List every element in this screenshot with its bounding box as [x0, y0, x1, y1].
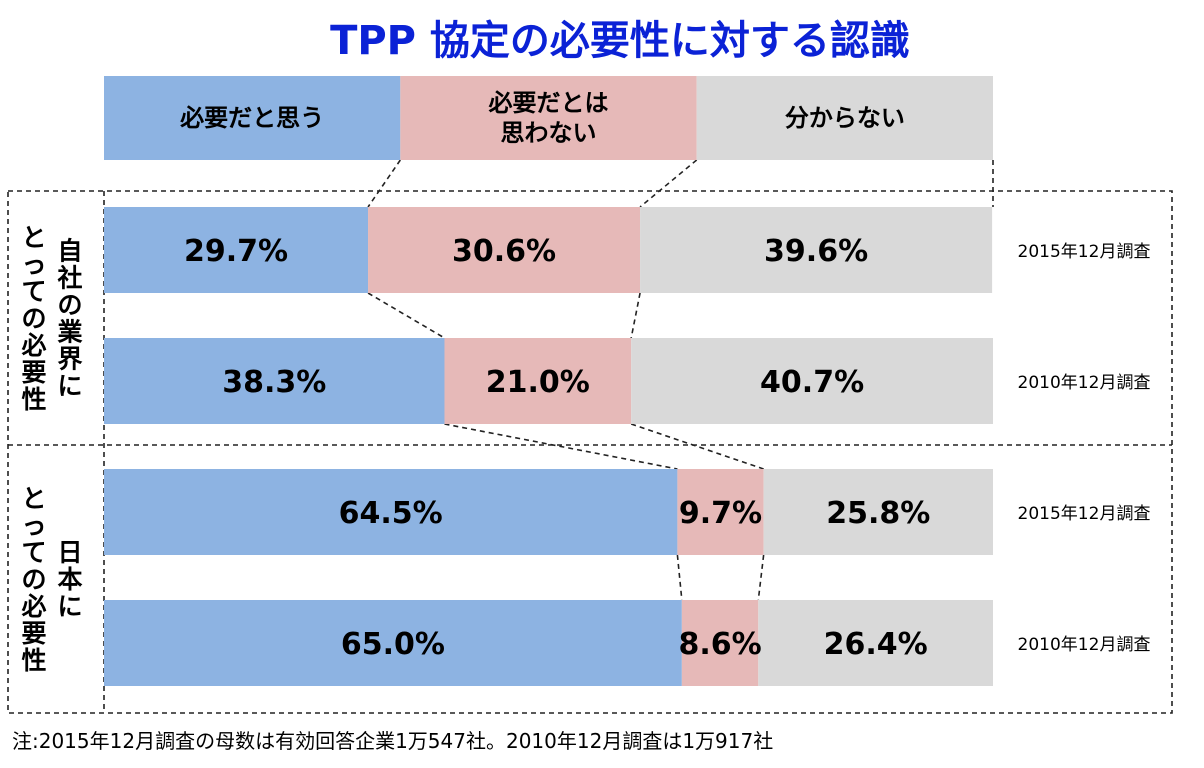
group-label-char: 要 [21, 358, 46, 387]
row-label: 2010年12月調査 [1018, 635, 1151, 655]
bar-area [104, 207, 993, 686]
bar-segment [444, 338, 632, 424]
connector-line [630, 423, 764, 470]
group-label-char: に [57, 592, 82, 621]
bar-segment [763, 469, 993, 555]
group-label-char: と [21, 484, 46, 513]
connector-line [639, 159, 698, 208]
data-label: 39.6% [764, 234, 868, 269]
connector-lines [367, 159, 994, 601]
legend-swatch-3 [696, 76, 993, 160]
group-label-char: 日 [57, 538, 82, 567]
group-label-char: っ [21, 511, 46, 540]
group-label-char: 業 [57, 318, 82, 347]
group-label-char: 自 [57, 237, 82, 266]
data-label: 65.0% [341, 627, 445, 662]
data-label: 9.7% [679, 496, 762, 531]
bar-segment [104, 600, 682, 686]
group-label-char: 性 [21, 646, 46, 675]
connector-line [367, 159, 401, 208]
bar-segment [104, 207, 369, 293]
connector-line [630, 292, 641, 339]
group-label-char: 必 [21, 331, 46, 360]
bar-segment [758, 600, 993, 686]
group-label-char: 性 [21, 385, 46, 414]
connector-line [676, 554, 683, 601]
row-label: 2015年12月調査 [1018, 242, 1151, 262]
chart-note: 注:2015年12月調査の母数は有効回答企業1万547社。2010年12月調査は… [12, 729, 773, 753]
data-label: 21.0% [486, 365, 590, 400]
legend-label-1: 必要だと思う [180, 104, 324, 132]
data-label: 25.8% [826, 496, 930, 531]
legend-swatch-2 [400, 76, 697, 160]
group-label-char: て [21, 277, 46, 306]
data-label: 38.3% [222, 365, 326, 400]
connector-line [757, 554, 765, 601]
data-label: 29.7% [184, 234, 288, 269]
group-label-char: 界 [57, 345, 82, 374]
group-label-char: 社 [57, 264, 82, 293]
data-label: 26.4% [824, 627, 928, 662]
bar-segment [681, 600, 759, 686]
group-label-char: 要 [21, 619, 46, 648]
data-label: 8.6% [678, 627, 761, 662]
legend-label-2: 思わない [501, 119, 597, 147]
legend-label-2: 必要だとは [489, 89, 609, 117]
legend-swatch-1 [104, 76, 401, 160]
bar-segment [104, 338, 445, 424]
data-label: 64.5% [339, 496, 443, 531]
bar-segment [631, 338, 993, 424]
group-label-char: の [21, 304, 46, 333]
group-label-char: の [57, 291, 82, 320]
group-label-char: 必 [21, 592, 46, 621]
group-label-char: の [21, 565, 46, 594]
bar-segment [104, 469, 678, 555]
bar-segment [640, 207, 993, 293]
legend-label-3: 分からない [785, 104, 905, 132]
connector-line [367, 292, 445, 339]
bar-segment [677, 469, 764, 555]
group-frame-outer [7, 190, 1173, 714]
group-label-char: に [57, 372, 82, 401]
group-label-char: っ [21, 250, 46, 279]
row-label: 2015年12月調査 [1018, 504, 1151, 524]
connector-line [444, 423, 678, 470]
chart-title: TPP 協定の必要性に対する認識 [330, 18, 910, 64]
group-label-char: て [21, 538, 46, 567]
group-label-char: と [21, 223, 46, 252]
label-area: 29.7% 30.6% 39.6% 2015年12月調査 38.3% 21.0% 40.7%… [21, 223, 1150, 675]
bar-segment [368, 207, 641, 293]
data-label: 30.6% [452, 234, 556, 269]
data-label: 40.7% [760, 365, 864, 400]
row-label: 2010年12月調査 [1018, 373, 1151, 393]
group-label-char: 本 [57, 565, 82, 594]
